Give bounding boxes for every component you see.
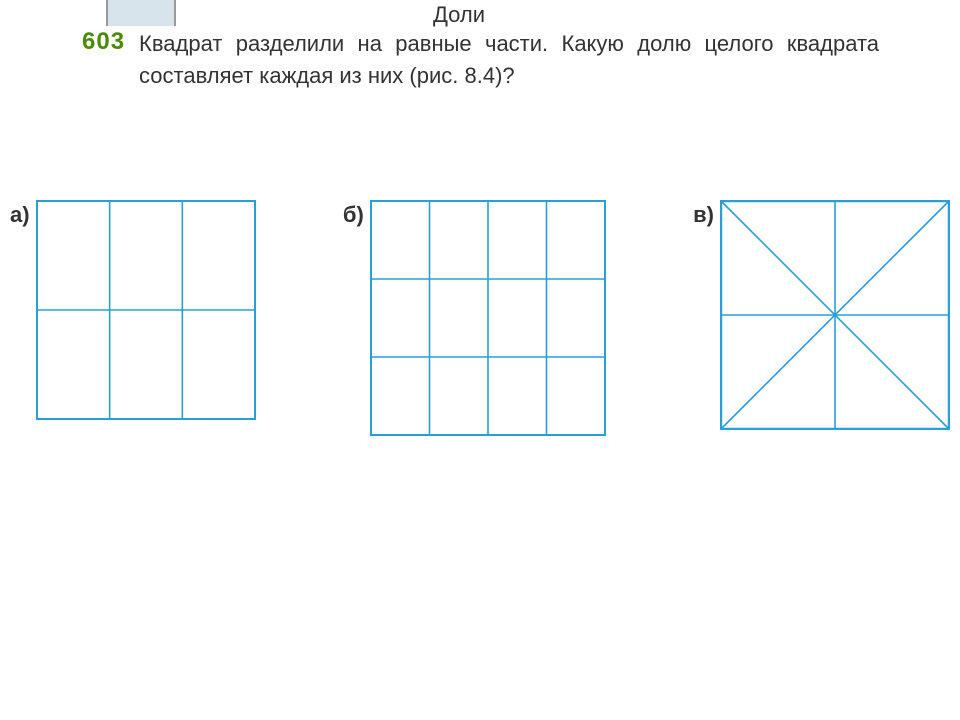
figures-row: а) б) в) — [10, 200, 950, 436]
problem-block: 603 Квадрат разделили на равные части. К… — [82, 28, 879, 92]
figure-c-label: в) — [693, 202, 714, 228]
figure-b-svg — [370, 200, 606, 436]
figure-a-label: а) — [10, 202, 30, 228]
page-title: Доли — [433, 2, 485, 28]
highlight-bar — [106, 0, 176, 26]
problem-number: 603 — [82, 28, 125, 56]
problem-text: Квадрат разделили на равные части. Какую… — [139, 28, 879, 92]
figure-c-svg — [720, 200, 950, 430]
figure-c: в) — [693, 200, 950, 430]
figure-a: а) — [10, 200, 256, 420]
figure-b: б) — [343, 200, 606, 436]
figure-b-label: б) — [343, 202, 364, 228]
figure-a-svg — [36, 200, 256, 420]
